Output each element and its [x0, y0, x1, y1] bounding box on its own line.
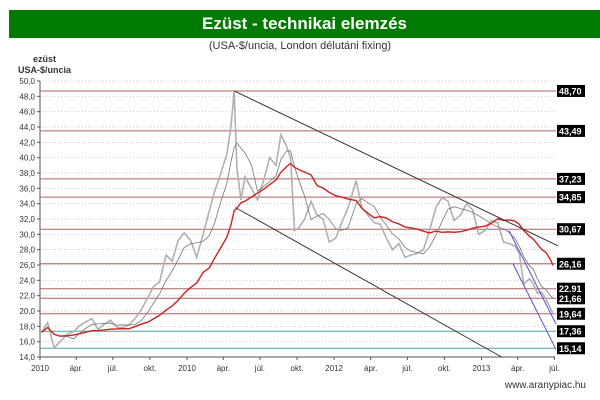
level-label: 48,70 — [559, 86, 582, 96]
y-tick-label: 14,0 — [19, 353, 35, 362]
x-tick-label: okt. — [438, 364, 451, 373]
level-label: 43,49 — [559, 126, 582, 136]
y-tick-label: 46,0 — [19, 108, 35, 117]
level-label-box — [557, 307, 585, 320]
x-tick-label: 2013 — [473, 364, 491, 373]
level-label: 19,64 — [559, 309, 582, 319]
x-tick-label: okt. — [291, 364, 304, 373]
x-tick-label: júl. — [254, 364, 265, 373]
level-label-box — [557, 84, 585, 97]
x-tick-label: 2010 — [31, 364, 49, 373]
y-tick-label: 48,0 — [19, 92, 35, 101]
trend-line — [235, 207, 502, 358]
y-tick-label: 22,0 — [19, 292, 35, 301]
level-label: 22,91 — [559, 284, 582, 294]
source-text: www.aranypiac.hu — [504, 380, 586, 391]
y-axis-label-1: ezüst — [33, 54, 57, 64]
trend-line — [512, 263, 557, 350]
x-tick-label: ápr. — [364, 364, 377, 373]
level-label: 21,66 — [559, 294, 582, 304]
level-label-box — [557, 342, 585, 355]
x-tick-label: júl. — [107, 364, 118, 373]
chart-title: Ezüst - technikai elemzés — [9, 10, 600, 38]
y-tick-label: 44,0 — [19, 123, 35, 132]
y-tick-label: 36,0 — [19, 184, 35, 193]
x-tick-label: 2012 — [325, 364, 343, 373]
level-label-box — [557, 223, 585, 236]
chart-subtitle: (USA-$/uncia, London délutáni fixing) — [208, 40, 392, 52]
level-label: 15,14 — [559, 344, 582, 354]
y-tick-label: 16,0 — [19, 338, 35, 347]
y-tick-label: 20,0 — [19, 307, 35, 316]
x-tick-label: okt. — [144, 364, 157, 373]
level-label: 26,16 — [559, 259, 582, 269]
y-tick-label: 34,0 — [19, 200, 35, 209]
level-label: 17,36 — [559, 327, 582, 337]
level-label: 34,85 — [559, 193, 582, 203]
level-label-box — [557, 191, 585, 204]
y-tick-label: 24,0 — [19, 276, 35, 285]
price-line — [40, 90, 554, 350]
trend-line — [508, 230, 557, 325]
y-tick-label: 32,0 — [19, 215, 35, 224]
level-label-box — [557, 257, 585, 270]
x-tick-label: ápr. — [511, 364, 524, 373]
y-tick-label: 38,0 — [19, 169, 35, 178]
y-tick-label: 42,0 — [19, 138, 35, 147]
level-label: 30,67 — [559, 225, 582, 235]
x-tick-label: júl. — [548, 364, 559, 373]
moving-average-line — [41, 142, 554, 340]
y-tick-label: 50,0 — [19, 77, 35, 86]
level-label-box — [557, 172, 585, 185]
x-tick-label: 2010 — [178, 364, 196, 373]
level-label-box — [557, 124, 585, 137]
x-tick-label: ápr. — [70, 364, 83, 373]
level-label-box — [557, 325, 585, 338]
level-label-box — [557, 282, 585, 295]
moving-average-line — [41, 162, 554, 337]
x-tick-label: ápr. — [217, 364, 230, 373]
x-tick-label: júl. — [401, 364, 412, 373]
level-label: 37,23 — [559, 174, 582, 184]
trend-line — [233, 90, 559, 247]
y-tick-label: 40,0 — [19, 154, 35, 163]
level-label-box — [557, 292, 585, 305]
y-tick-label: 28,0 — [19, 246, 35, 255]
y-tick-label: 30,0 — [19, 230, 35, 239]
y-tick-label: 26,0 — [19, 261, 35, 270]
y-axis-label-2: USA-$/uncia — [18, 65, 72, 75]
y-tick-label: 18,0 — [19, 322, 35, 331]
